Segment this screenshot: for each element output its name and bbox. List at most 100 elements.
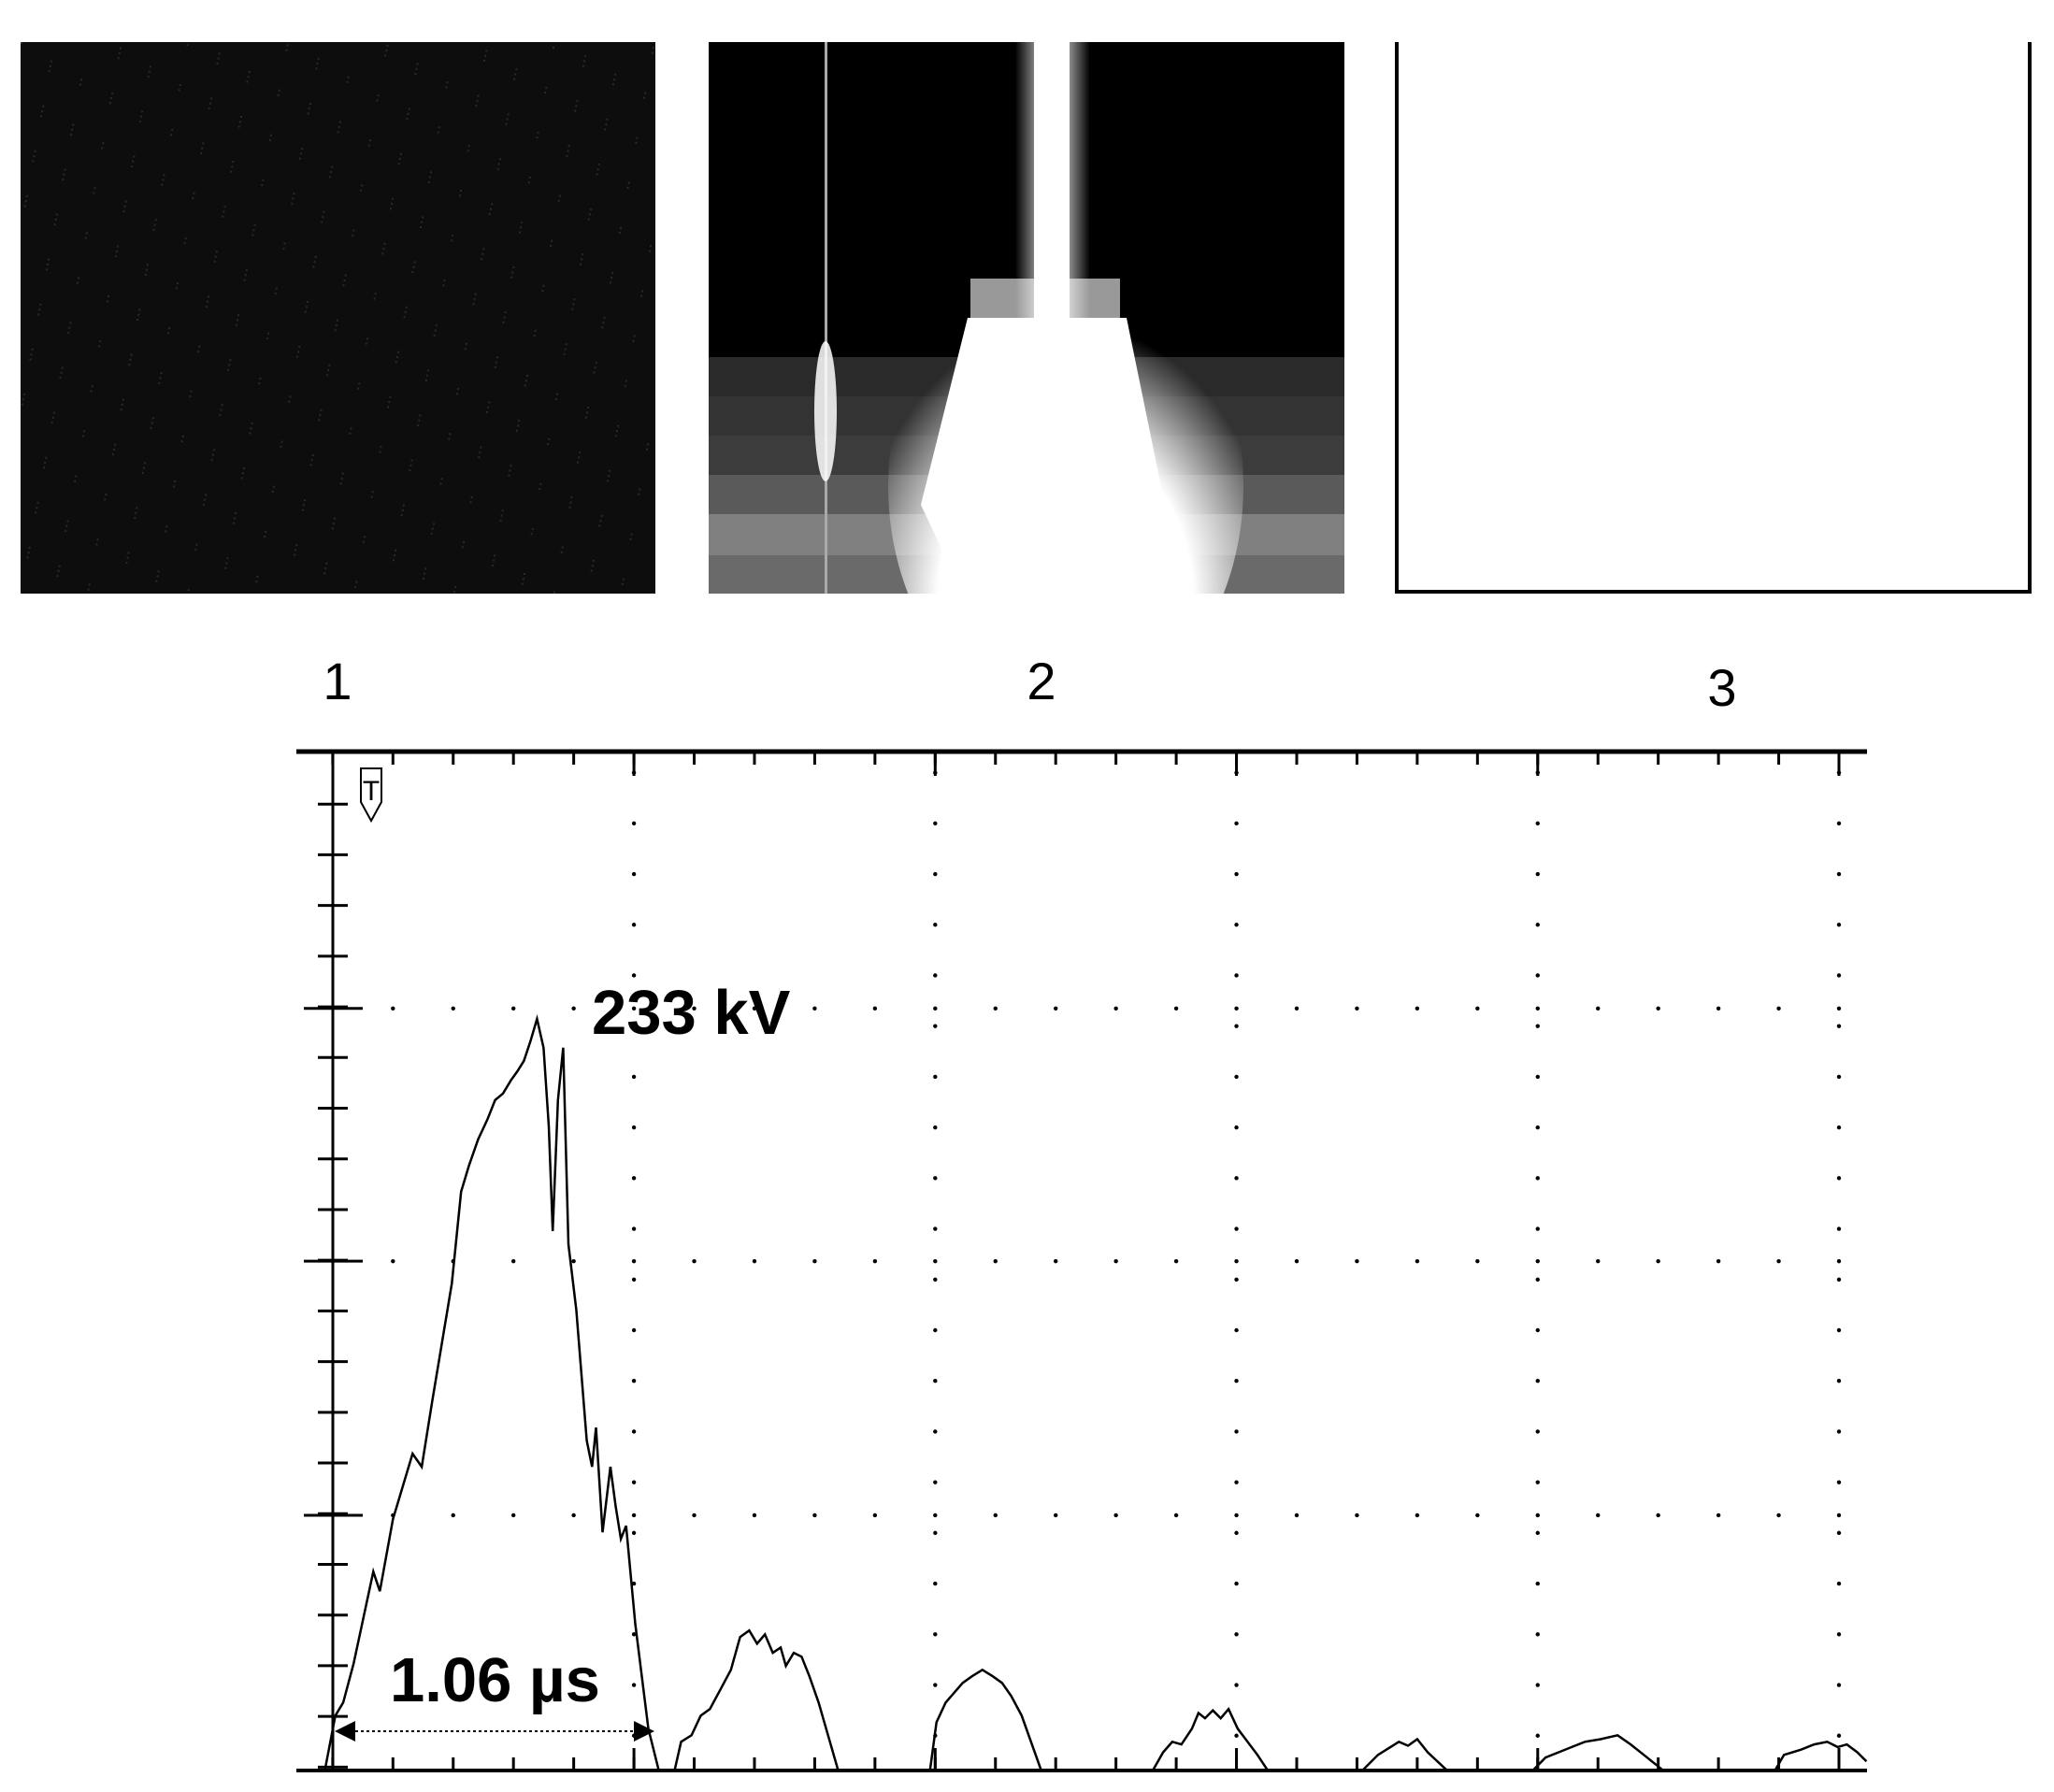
noise-pixel [597, 163, 600, 165]
grid-dot [812, 1258, 817, 1264]
noise-pixel [488, 212, 491, 215]
noise-pixel [608, 475, 610, 478]
noise-pixel [457, 388, 460, 391]
grid-dot [1535, 1429, 1540, 1434]
noise-pixel [44, 462, 47, 465]
noise-pixel [460, 190, 462, 192]
noise-pixel [285, 49, 288, 51]
noise-pixel [479, 451, 481, 453]
noise-pixel [574, 109, 577, 112]
grid-dot [1535, 1258, 1540, 1264]
noise-pixel [308, 108, 310, 110]
noise-pixel [198, 345, 201, 348]
noise-pixel [561, 546, 564, 549]
noise-pixel [111, 453, 114, 456]
grid-dot [631, 1125, 637, 1130]
noise-pixel [576, 100, 579, 103]
noise-pixel [567, 150, 569, 152]
noise-pixel [74, 480, 77, 482]
grid-dot [1535, 1480, 1540, 1484]
noise-pixel [346, 80, 349, 83]
grid-dot [631, 1512, 637, 1518]
grid-dot [1234, 923, 1239, 927]
noise-pixel [504, 311, 507, 314]
noise-pixel [494, 554, 496, 557]
noise-pixel [638, 493, 640, 495]
noise-pixel [25, 194, 28, 197]
grid-dot [1535, 1125, 1540, 1130]
noise-pixel [272, 485, 275, 488]
noise-pixel [470, 495, 473, 498]
noise-pixel [560, 551, 563, 553]
noise-pixel [364, 536, 366, 538]
noise-pixel [244, 274, 247, 277]
noise-pixel [58, 565, 61, 567]
noise-pixel [548, 437, 551, 440]
peak-label: 233 kV [592, 978, 791, 1048]
noise-pixel [534, 329, 537, 332]
noise-pixel [253, 223, 256, 226]
noise-pixel [292, 197, 294, 200]
noise-pixel [539, 482, 542, 485]
noise-pixel [358, 382, 361, 385]
noise-pixel [430, 532, 433, 535]
noise-pixel [228, 364, 231, 366]
noise-pixel [151, 417, 154, 420]
noise-pixel [347, 76, 350, 79]
grid-dot [1596, 1512, 1601, 1518]
noise-pixel [321, 221, 323, 223]
noise-pixel [552, 46, 554, 49]
noise-pixel [70, 134, 73, 136]
noise-pixel [304, 499, 307, 502]
noise-pixel [424, 379, 427, 381]
noise-pixel [201, 147, 204, 150]
grid-dot [451, 1512, 455, 1518]
noise-pixel [411, 271, 414, 274]
noise-pixel [611, 83, 614, 86]
noise-pixel [537, 131, 539, 134]
noise-pixel [144, 273, 147, 276]
noise-pixel [390, 208, 393, 210]
noise-pixel [190, 390, 193, 393]
noise-pixel [275, 287, 278, 290]
noise-pixel [394, 554, 396, 557]
grid-dot [993, 1258, 998, 1264]
noise-pixel [510, 276, 513, 279]
noise-pixel [134, 517, 136, 520]
grid-dot [1113, 1512, 1118, 1518]
noise-pixel [221, 404, 223, 407]
noise-pixel [491, 203, 494, 206]
noise-pixel [219, 413, 222, 416]
noise-pixel [72, 123, 75, 126]
grid-dot [993, 1512, 998, 1518]
noise-pixel [301, 509, 304, 511]
grid-dot [752, 1512, 757, 1518]
noise-pixel [408, 108, 410, 110]
noise-pixel [398, 157, 401, 160]
noise-pixel [141, 471, 144, 474]
noise-pixel [33, 155, 36, 158]
noise-pixel [48, 258, 50, 261]
noise-pixel [245, 268, 248, 271]
noise-pixel [478, 456, 481, 459]
grid-dot [631, 1632, 637, 1637]
grid-dot [1535, 973, 1540, 978]
noise-pixel [449, 433, 452, 436]
noise-pixel [335, 323, 338, 326]
noise-pixel [454, 586, 457, 589]
noise-pixel [75, 475, 78, 478]
noise-pixel [594, 366, 596, 369]
noise-pixel [298, 346, 301, 349]
noise-pixel [301, 148, 304, 151]
noise-pixel [59, 377, 62, 380]
noise-pixel [149, 65, 151, 68]
noise-pixel [357, 387, 360, 390]
noise-pixel [64, 168, 66, 171]
grid-dot [1355, 1006, 1359, 1011]
grid-dot [933, 1683, 938, 1687]
grid-dot [993, 1006, 998, 1011]
noise-pixel [380, 446, 382, 449]
noise-pixel [452, 235, 454, 237]
noise-pixel [102, 142, 105, 145]
noise-pixel [91, 385, 93, 388]
